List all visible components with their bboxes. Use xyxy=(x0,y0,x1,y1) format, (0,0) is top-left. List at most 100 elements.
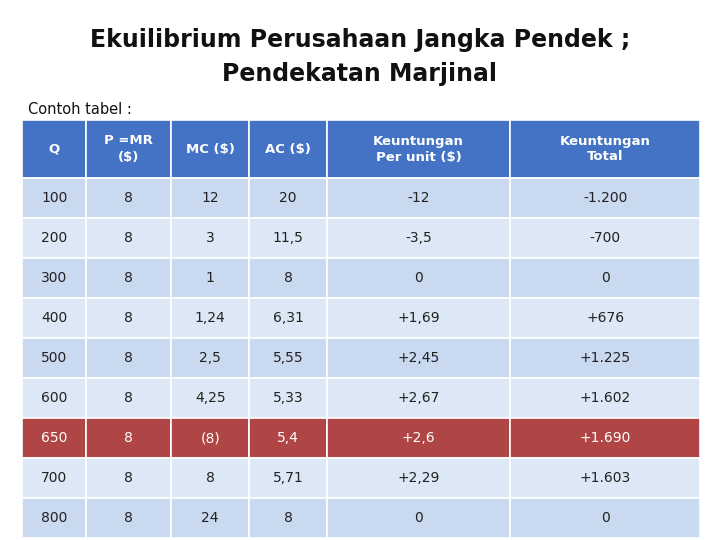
Bar xyxy=(510,498,700,538)
Text: +2,6: +2,6 xyxy=(402,431,436,445)
Text: 8: 8 xyxy=(206,471,215,485)
Text: Ekuilibrium Perusahaan Jangka Pendek ;: Ekuilibrium Perusahaan Jangka Pendek ; xyxy=(90,28,630,52)
Bar xyxy=(86,120,171,178)
Text: Keuntungan
Per unit ($): Keuntungan Per unit ($) xyxy=(373,134,464,164)
Text: 8: 8 xyxy=(125,511,133,525)
Text: 12: 12 xyxy=(202,191,219,205)
Bar xyxy=(171,378,249,418)
Bar xyxy=(510,258,700,298)
Bar xyxy=(22,120,86,178)
Text: 8: 8 xyxy=(125,471,133,485)
Text: 8: 8 xyxy=(125,431,133,445)
Text: +2,29: +2,29 xyxy=(397,471,440,485)
Bar xyxy=(249,418,327,458)
Text: 8: 8 xyxy=(125,231,133,245)
Text: -700: -700 xyxy=(590,231,621,245)
Bar xyxy=(510,298,700,338)
Bar xyxy=(249,120,327,178)
Bar xyxy=(249,218,327,258)
Bar xyxy=(327,378,510,418)
Text: -3,5: -3,5 xyxy=(405,231,432,245)
Bar xyxy=(171,498,249,538)
Bar xyxy=(327,178,510,218)
Bar xyxy=(22,258,86,298)
Text: P =MR
($): P =MR ($) xyxy=(104,134,153,164)
Bar xyxy=(327,218,510,258)
Bar xyxy=(327,498,510,538)
Bar xyxy=(510,338,700,378)
Text: 0: 0 xyxy=(414,271,423,285)
Text: 20: 20 xyxy=(279,191,297,205)
Text: 1,24: 1,24 xyxy=(195,311,225,325)
Text: 100: 100 xyxy=(41,191,68,205)
Text: 1: 1 xyxy=(206,271,215,285)
Text: 0: 0 xyxy=(600,511,609,525)
Bar xyxy=(171,258,249,298)
Bar xyxy=(327,120,510,178)
Bar xyxy=(510,418,700,458)
Text: 24: 24 xyxy=(202,511,219,525)
Text: 11,5: 11,5 xyxy=(273,231,304,245)
Bar xyxy=(22,498,86,538)
Bar xyxy=(171,218,249,258)
Text: 4,25: 4,25 xyxy=(195,391,225,405)
Text: +2,67: +2,67 xyxy=(397,391,440,405)
Text: +1,69: +1,69 xyxy=(397,311,440,325)
Bar xyxy=(22,298,86,338)
Text: MC ($): MC ($) xyxy=(186,143,235,156)
Bar xyxy=(86,258,171,298)
Bar xyxy=(249,298,327,338)
Bar xyxy=(86,298,171,338)
Bar xyxy=(510,120,700,178)
Text: 400: 400 xyxy=(41,311,68,325)
Bar xyxy=(510,458,700,498)
Text: Contoh tabel :: Contoh tabel : xyxy=(28,102,132,117)
Bar xyxy=(171,418,249,458)
Bar xyxy=(249,178,327,218)
Text: 6,31: 6,31 xyxy=(273,311,304,325)
Text: Q: Q xyxy=(48,143,60,156)
Bar xyxy=(86,338,171,378)
Text: Keuntungan
Total: Keuntungan Total xyxy=(559,134,650,164)
Text: 700: 700 xyxy=(41,471,68,485)
Bar xyxy=(510,178,700,218)
Bar xyxy=(86,498,171,538)
Bar xyxy=(22,218,86,258)
Text: 2,5: 2,5 xyxy=(199,351,221,365)
Text: 8: 8 xyxy=(125,351,133,365)
Text: 200: 200 xyxy=(41,231,68,245)
Text: 8: 8 xyxy=(284,271,292,285)
Text: -1.200: -1.200 xyxy=(583,191,627,205)
Text: 0: 0 xyxy=(414,511,423,525)
Text: 500: 500 xyxy=(41,351,68,365)
Bar xyxy=(249,498,327,538)
Bar xyxy=(249,258,327,298)
Text: 0: 0 xyxy=(600,271,609,285)
Bar xyxy=(86,218,171,258)
Bar xyxy=(171,120,249,178)
Text: 5,71: 5,71 xyxy=(273,471,304,485)
Bar xyxy=(327,418,510,458)
Text: 8: 8 xyxy=(125,391,133,405)
Text: -12: -12 xyxy=(408,191,430,205)
Bar xyxy=(22,458,86,498)
Text: 300: 300 xyxy=(41,271,68,285)
Bar xyxy=(22,378,86,418)
Bar xyxy=(249,378,327,418)
Text: 5,55: 5,55 xyxy=(273,351,303,365)
Bar xyxy=(510,218,700,258)
Bar xyxy=(249,458,327,498)
Bar xyxy=(86,458,171,498)
Bar xyxy=(22,178,86,218)
Text: +1.602: +1.602 xyxy=(580,391,631,405)
Text: 8: 8 xyxy=(125,271,133,285)
Text: 8: 8 xyxy=(284,511,292,525)
Text: 8: 8 xyxy=(125,311,133,325)
Text: 600: 600 xyxy=(41,391,68,405)
Text: 650: 650 xyxy=(41,431,68,445)
Text: AC ($): AC ($) xyxy=(265,143,311,156)
Bar xyxy=(327,298,510,338)
Text: Pendekatan Marjinal: Pendekatan Marjinal xyxy=(222,62,498,86)
Bar xyxy=(171,178,249,218)
Text: 8: 8 xyxy=(125,191,133,205)
